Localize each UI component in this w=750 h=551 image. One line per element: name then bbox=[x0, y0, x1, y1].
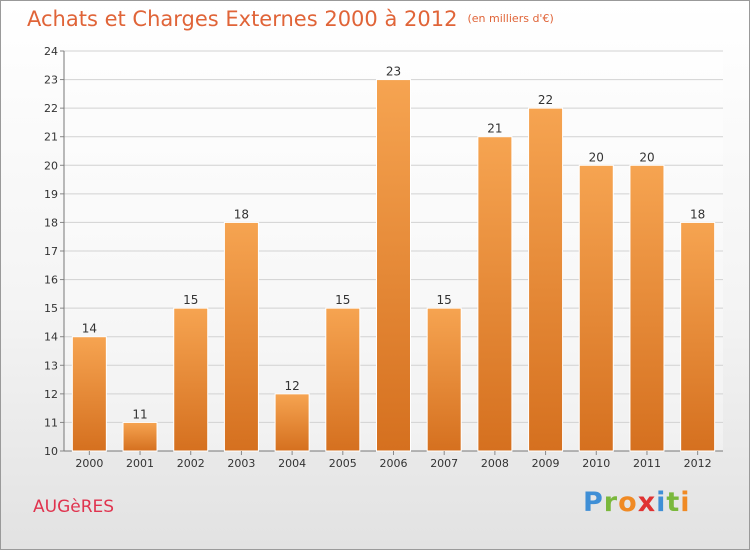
bar bbox=[173, 307, 209, 452]
x-tick-label: 2010 bbox=[582, 457, 610, 470]
y-tick-label: 21 bbox=[44, 131, 58, 144]
x-tick-label: 2007 bbox=[430, 457, 458, 470]
y-tick-label: 13 bbox=[44, 359, 58, 372]
bar bbox=[274, 393, 310, 452]
logo-letter: x bbox=[637, 487, 657, 518]
logo-letter: i bbox=[656, 487, 667, 518]
bar bbox=[376, 79, 411, 452]
bar bbox=[477, 136, 513, 452]
logo-letter: i bbox=[680, 487, 691, 518]
bar-value-label: 11 bbox=[132, 407, 147, 421]
y-tick-label: 10 bbox=[44, 445, 58, 458]
bar-value-label: 15 bbox=[183, 293, 198, 307]
chart-title-text: Achats et Charges Externes 2000 à 2012 bbox=[27, 7, 458, 31]
y-tick-label: 20 bbox=[44, 159, 58, 172]
bar-value-label: 15 bbox=[335, 293, 350, 307]
bar-value-label: 18 bbox=[690, 207, 705, 221]
bar bbox=[680, 221, 716, 452]
bar bbox=[223, 221, 259, 452]
x-tick-label: 2002 bbox=[177, 457, 205, 470]
bar-value-label: 12 bbox=[284, 379, 299, 393]
x-tick-label: 2003 bbox=[227, 457, 255, 470]
y-tick-label: 14 bbox=[44, 331, 58, 344]
y-tick-label: 23 bbox=[44, 74, 58, 87]
bar bbox=[71, 336, 107, 452]
x-tick-label: 2006 bbox=[380, 457, 408, 470]
chart-title: Achats et Charges Externes 2000 à 2012 (e… bbox=[27, 7, 554, 31]
x-tick-label: 2005 bbox=[329, 457, 357, 470]
proxiti-logo: Proxiti bbox=[583, 487, 691, 518]
y-tick-label: 17 bbox=[44, 245, 58, 258]
commune-name: AUGèRES bbox=[33, 497, 115, 517]
x-tick-label: 2012 bbox=[684, 457, 712, 470]
y-tick-label: 24 bbox=[44, 45, 58, 58]
y-tick-label: 12 bbox=[44, 388, 58, 401]
logo-letter: t bbox=[666, 487, 681, 518]
y-tick-label: 22 bbox=[44, 102, 58, 115]
y-tick-label: 18 bbox=[44, 216, 58, 229]
bar-value-label: 20 bbox=[639, 150, 654, 164]
y-tick-label: 11 bbox=[44, 416, 58, 429]
bar-value-label: 14 bbox=[82, 322, 97, 336]
logo-letter: P bbox=[583, 487, 604, 518]
chart-unit: (en milliers d'€) bbox=[467, 12, 554, 25]
bar bbox=[528, 107, 564, 452]
bar bbox=[122, 421, 158, 452]
bar bbox=[325, 307, 361, 452]
bar-value-label: 20 bbox=[589, 150, 604, 164]
x-tick-label: 2009 bbox=[532, 457, 560, 470]
bar bbox=[629, 164, 665, 452]
x-tick-label: 2011 bbox=[633, 457, 661, 470]
bar-value-label: 21 bbox=[487, 122, 502, 136]
x-tick-label: 2008 bbox=[481, 457, 509, 470]
y-tick-label: 16 bbox=[44, 274, 58, 287]
bar bbox=[426, 307, 462, 452]
logo-letter: o bbox=[618, 487, 638, 518]
x-tick-label: 2001 bbox=[126, 457, 154, 470]
logo-letter: r bbox=[603, 487, 619, 518]
bar-value-label: 23 bbox=[386, 65, 401, 79]
bar-value-label: 22 bbox=[538, 93, 553, 107]
bar bbox=[578, 164, 614, 452]
y-tick-label: 19 bbox=[44, 188, 58, 201]
x-tick-label: 2004 bbox=[278, 457, 306, 470]
bar-value-label: 18 bbox=[234, 207, 249, 221]
bar-value-label: 15 bbox=[437, 293, 452, 307]
x-tick-label: 2000 bbox=[75, 457, 103, 470]
y-tick-label: 15 bbox=[44, 302, 58, 315]
